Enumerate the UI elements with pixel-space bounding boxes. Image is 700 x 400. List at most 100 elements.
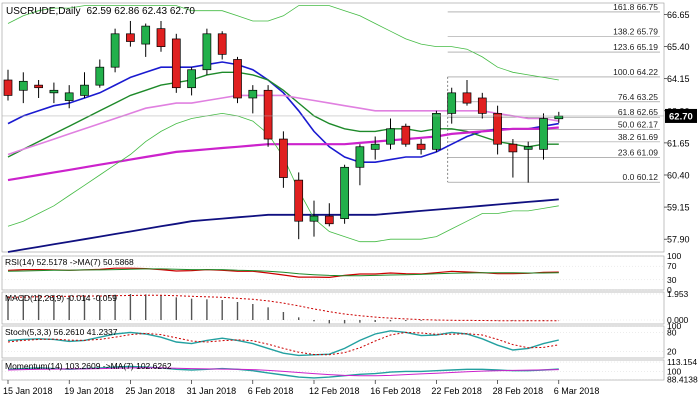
panel-frame xyxy=(1,359,665,381)
fib-level-label: 38.2 61.69 xyxy=(618,132,658,142)
indicator-line xyxy=(7,294,559,322)
candle-body xyxy=(462,92,472,104)
indicator-line xyxy=(7,367,559,377)
panel-label: MACD(12,26,9) -0.014 -0.059 xyxy=(5,293,117,303)
candle-body xyxy=(401,125,411,145)
x-tick-label: 12 Feb 2018 xyxy=(309,386,360,396)
x-tick-label: 25 Jan 2018 xyxy=(125,386,175,396)
last-price-badge xyxy=(665,108,697,123)
fib-level-label: 23.6 61.09 xyxy=(618,147,658,157)
candle-body xyxy=(18,80,28,91)
main-price-panel: 57.9059.1560.4061.6562.9064.1565.4066.65… xyxy=(1,2,697,253)
candle-body xyxy=(217,33,227,55)
candle-body xyxy=(171,38,181,89)
candle-body xyxy=(294,179,304,222)
y-tick-label: 66.65 xyxy=(667,10,690,20)
x-tick-label: 15 Jan 2018 xyxy=(3,386,53,396)
moving-average-line xyxy=(7,61,559,163)
panel-tick-label: 1.953 xyxy=(667,289,689,299)
candle-body xyxy=(539,118,548,150)
indicator-line xyxy=(7,331,559,356)
candle-body xyxy=(523,146,533,150)
candle-body xyxy=(309,215,319,222)
candle-body xyxy=(110,33,120,68)
indicator-line xyxy=(7,267,559,279)
candle-body xyxy=(34,84,43,89)
candle-body xyxy=(64,92,74,101)
x-tick-label: 31 Jan 2018 xyxy=(187,386,237,396)
panel-tick-label: 0.000 xyxy=(667,315,689,325)
panel-label: Stoch(5,3,3) 56.2610 41.2337 xyxy=(5,327,118,337)
candle-body xyxy=(370,143,380,150)
panel-tick-label: 30 xyxy=(667,275,677,285)
candle-body xyxy=(187,69,196,89)
fib-level-label: 61.8 62.65 xyxy=(618,107,658,117)
candle-body xyxy=(493,113,502,145)
panel-tick-label: 88.4138 xyxy=(667,375,698,385)
candle-body xyxy=(386,128,395,145)
candle-body xyxy=(156,28,166,47)
panel-macd: 1.953 0.000 MACD(12,26,9) -0.014 -0.059 xyxy=(1,289,689,325)
symbol-title: USCRUDE,Daily xyxy=(6,6,80,17)
panel-tick-label: 100 xyxy=(667,251,681,261)
x-tick-label: 19 Jan 2018 xyxy=(64,386,114,396)
chart-title: USCRUDE,Daily 62.59 62.86 62.43 62.70 xyxy=(6,6,195,17)
y-tick-label: 60.40 xyxy=(667,170,690,180)
moving-average-line xyxy=(7,198,559,253)
fib-level-label: 123.6 65.19 xyxy=(613,42,658,52)
fib-level-label: 100.0 64.22 xyxy=(613,67,658,77)
fib-level-label: 161.8 66.75 xyxy=(613,2,658,12)
y-tick-label: 64.15 xyxy=(667,74,690,84)
panel-tick-label: 113.154 xyxy=(667,357,697,367)
candle-body xyxy=(340,166,349,219)
candle-body xyxy=(324,215,334,225)
x-tick-label: 16 Feb 2018 xyxy=(370,386,421,396)
panel-label: RSI(14) 52.5178 ->MA(7) 50.5868 xyxy=(5,257,134,267)
candle-body xyxy=(49,89,59,94)
fib-level-label: 138.2 65.79 xyxy=(613,27,658,37)
fib-level-label: 0.0 60.12 xyxy=(623,172,659,182)
candle-body xyxy=(447,92,457,114)
candle-body xyxy=(508,143,518,153)
y-tick-label: 65.40 xyxy=(667,42,690,52)
candle-body xyxy=(477,97,487,114)
indicator-line xyxy=(7,365,559,379)
candle-body xyxy=(80,84,89,96)
panel-tick-label: 20 xyxy=(667,347,677,357)
candle-body xyxy=(432,113,441,150)
x-axis: 15 Jan 2018 19 Jan 2018 25 Jan 2018 31 Jan … xyxy=(3,380,599,396)
candle-body xyxy=(3,79,13,96)
candle-body xyxy=(126,33,135,42)
fib-level-label: 50.0 62.17 xyxy=(618,120,658,130)
x-tick-label: 6 Mar 2018 xyxy=(554,386,600,396)
candle-body xyxy=(202,33,212,71)
panel-frame xyxy=(1,291,665,325)
candle-body xyxy=(554,115,564,120)
y-tick-label: 61.65 xyxy=(667,138,690,148)
x-tick-label: 28 Feb 2018 xyxy=(493,386,544,396)
x-tick-label: 6 Feb 2018 xyxy=(248,386,294,396)
candle-body xyxy=(279,138,288,178)
panel-tick-label: 100 xyxy=(667,321,681,331)
candle-body xyxy=(248,89,258,99)
panel-tick-label: 80 xyxy=(667,327,677,337)
y-tick-label: 57.90 xyxy=(667,235,690,245)
main-panel-frame xyxy=(1,2,665,253)
candle-body xyxy=(416,143,426,150)
panel-tick-label: 100 xyxy=(667,366,681,376)
y-tick-label: 59.15 xyxy=(667,203,690,213)
panel-tick-label: 70 xyxy=(667,261,677,271)
candle-body xyxy=(355,146,365,168)
candle-body xyxy=(263,89,273,140)
moving-average-line xyxy=(7,71,559,158)
candle-body xyxy=(233,59,242,99)
panel-label: Momentum(14) 103.2609 ->MA(7) 102.6262 xyxy=(5,361,172,371)
candle-body xyxy=(141,25,151,45)
indicator-line xyxy=(7,268,559,277)
